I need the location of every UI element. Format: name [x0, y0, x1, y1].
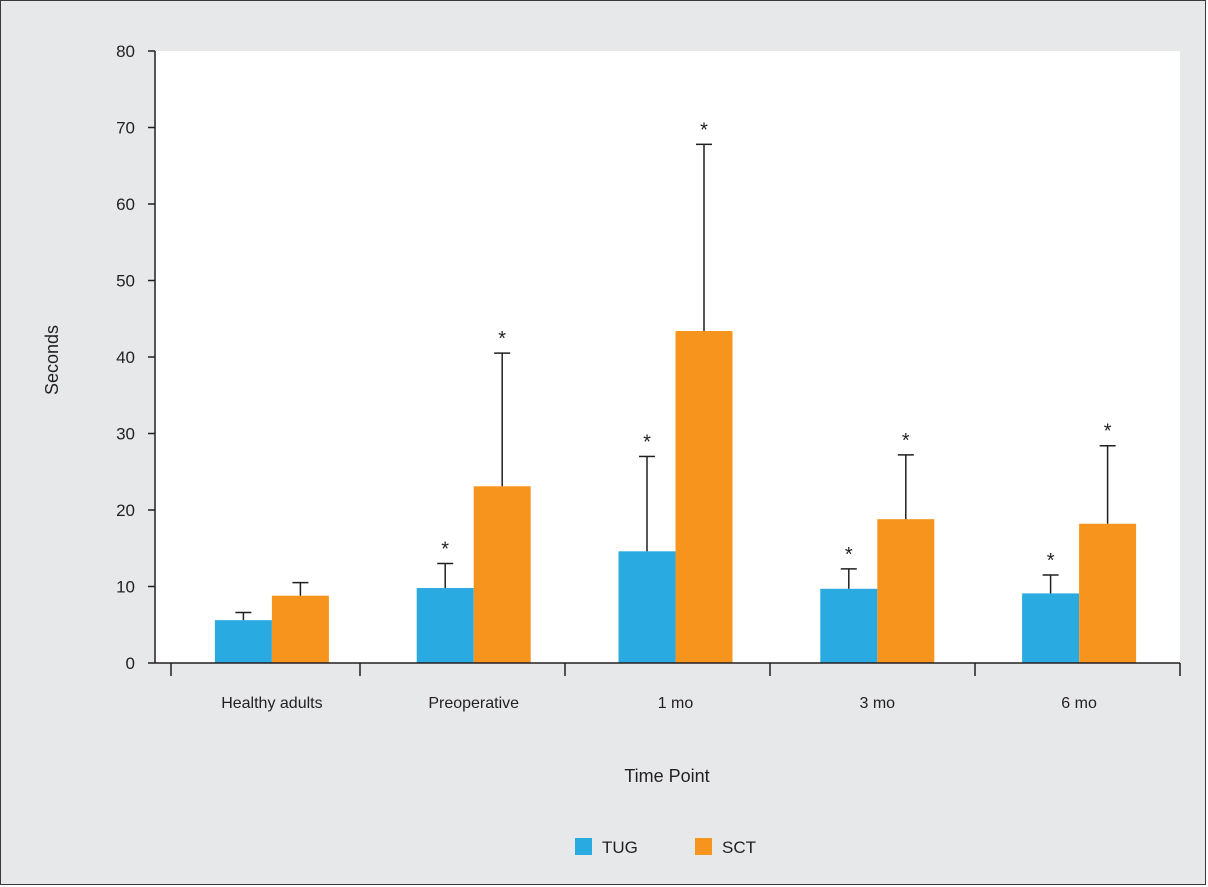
legend-label-tug: TUG	[602, 838, 638, 857]
significance-marker: *	[643, 431, 651, 453]
bar-tug	[820, 588, 878, 663]
y-tick-label: 0	[126, 654, 135, 673]
legend-swatch-sct	[695, 838, 712, 855]
legend-label-sct: SCT	[722, 838, 756, 857]
y-axis-title: Seconds	[42, 325, 62, 395]
y-tick-label: 30	[116, 425, 135, 444]
bar-sct	[1079, 523, 1137, 663]
x-tick-label: 3 mo	[860, 695, 896, 712]
x-tick-label: 6 mo	[1061, 695, 1097, 712]
bars-layer	[214, 330, 1137, 663]
x-tick-label: 1 mo	[658, 695, 694, 712]
x-tick-label: Healthy adults	[221, 695, 322, 712]
y-tick-label: 10	[116, 578, 135, 597]
significance-layer: * * * * * * * *	[441, 119, 1111, 572]
significance-marker: *	[1104, 421, 1112, 443]
y-tick-label: 40	[116, 348, 135, 367]
significance-marker: *	[498, 328, 506, 350]
bar-sct	[271, 595, 329, 663]
bar-sct	[675, 330, 733, 663]
bar-tug	[618, 551, 676, 663]
bar-tug	[416, 588, 474, 663]
significance-marker: *	[1047, 550, 1055, 572]
bar-tug	[214, 620, 272, 663]
bar-sct	[473, 486, 531, 663]
significance-marker: *	[902, 430, 910, 452]
bar-sct	[877, 519, 935, 663]
significance-marker: *	[700, 119, 708, 141]
y-axis-ticks: 0 10 20 30 40 50 60 70 80	[116, 42, 155, 673]
bar-tug	[1022, 593, 1080, 663]
x-axis-title: Time Point	[624, 766, 709, 786]
significance-marker: *	[845, 544, 853, 566]
y-tick-label: 60	[116, 195, 135, 214]
x-tick-label: Preoperative	[428, 695, 519, 712]
error-bars-layer	[235, 143, 1116, 621]
y-tick-label: 70	[116, 119, 135, 138]
y-tick-label: 20	[116, 501, 135, 520]
legend-swatch-tug	[575, 838, 592, 855]
x-axis-ticks: Healthy adults Preoperative 1 mo 3 mo 6 mo	[170, 663, 1181, 712]
legend: TUG SCT	[575, 838, 756, 857]
significance-marker: *	[441, 539, 449, 561]
y-tick-label: 80	[116, 42, 135, 61]
y-tick-label: 50	[116, 272, 135, 291]
